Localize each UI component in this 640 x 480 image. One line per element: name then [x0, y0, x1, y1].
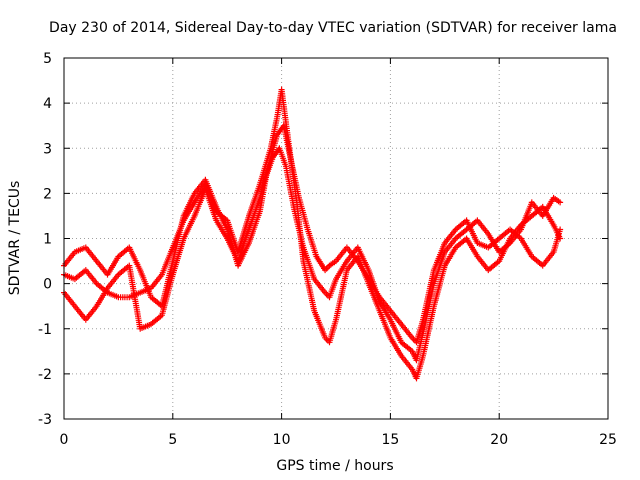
x-tick-labels: 0 5 10 15 20 25 [60, 432, 617, 448]
y-tick-label: -1 [38, 322, 52, 338]
chart-title: Day 230 of 2014, Sidereal Day-to-day VTE… [49, 20, 617, 36]
x-tick-label: 5 [168, 432, 177, 448]
y-tick-labels: -3 -2 -1 0 1 2 3 4 5 [38, 51, 52, 428]
grid-lines [64, 58, 608, 419]
y-tick-label: 1 [43, 232, 52, 248]
y-tick-label: 0 [43, 277, 52, 293]
y-axis-label: SDTVAR / TECUs [7, 181, 23, 296]
y-tick-label: -2 [38, 367, 52, 383]
x-axis-label: GPS time / hours [276, 458, 393, 474]
data-points [61, 86, 564, 382]
x-tick-label: 20 [490, 432, 508, 448]
y-tick-label: 5 [43, 51, 52, 67]
data-point [557, 226, 564, 233]
y-tick-label: 2 [43, 186, 52, 202]
x-tick-label: 15 [381, 432, 399, 448]
x-tick-label: 0 [60, 432, 69, 448]
data-point [557, 199, 564, 206]
plot-frame [63, 57, 609, 420]
series-track-c [61, 122, 564, 346]
y-tick-label: 4 [43, 96, 52, 112]
series-track-b [61, 145, 564, 364]
x-tick-label: 10 [273, 432, 291, 448]
x-tick-label: 25 [599, 432, 617, 448]
y-tick-label: 3 [43, 141, 52, 157]
y-tick-label: -3 [38, 412, 52, 428]
